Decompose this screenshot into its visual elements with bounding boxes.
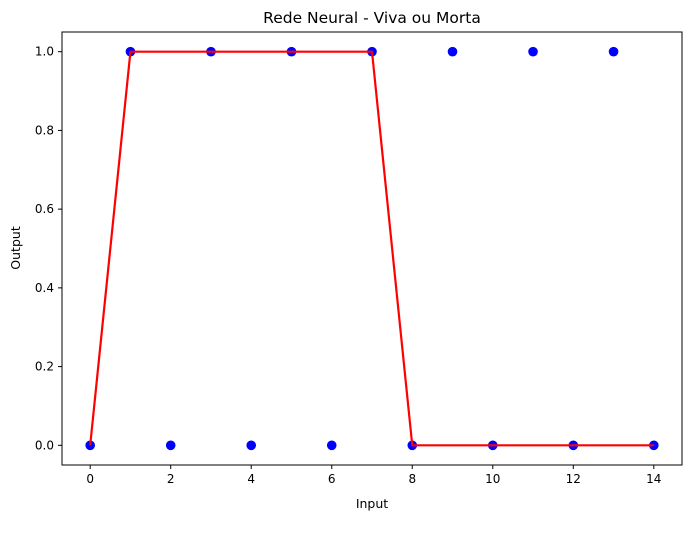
y-tick-label: 1.0 bbox=[35, 45, 54, 59]
x-tick-label: 0 bbox=[86, 472, 94, 486]
x-tick-label: 8 bbox=[408, 472, 416, 486]
axis-ticks: 0 2 4 6 8 10 12 14 0.0 0.2 0.4 0.6 0.8 1.0 bbox=[35, 45, 662, 486]
x-tick-label: 6 bbox=[328, 472, 336, 486]
series-line bbox=[89, 50, 654, 447]
plot-area bbox=[85, 46, 659, 451]
data-point bbox=[246, 440, 257, 451]
x-tick-label: 12 bbox=[566, 472, 581, 486]
data-point bbox=[165, 440, 176, 451]
data-point bbox=[608, 46, 619, 57]
chart-title: Rede Neural - Viva ou Morta bbox=[263, 9, 481, 27]
x-tick-label: 14 bbox=[646, 472, 661, 486]
x-tick-label: 10 bbox=[485, 472, 500, 486]
y-tick-label: 0.4 bbox=[35, 281, 54, 295]
x-axis-label: Input bbox=[356, 496, 388, 511]
data-point bbox=[326, 440, 337, 451]
y-tick-label: 0.0 bbox=[35, 438, 54, 452]
y-axis-label: Output bbox=[8, 226, 23, 270]
y-tick-label: 0.6 bbox=[35, 202, 54, 216]
y-tick-label: 0.8 bbox=[35, 123, 54, 137]
data-point bbox=[85, 440, 95, 451]
data-point bbox=[528, 46, 538, 57]
x-tick-label: 4 bbox=[247, 472, 255, 486]
data-point bbox=[447, 46, 458, 57]
y-tick-label: 0.2 bbox=[35, 360, 54, 374]
x-tick-label: 2 bbox=[167, 472, 175, 486]
axes-frame bbox=[61, 31, 683, 466]
